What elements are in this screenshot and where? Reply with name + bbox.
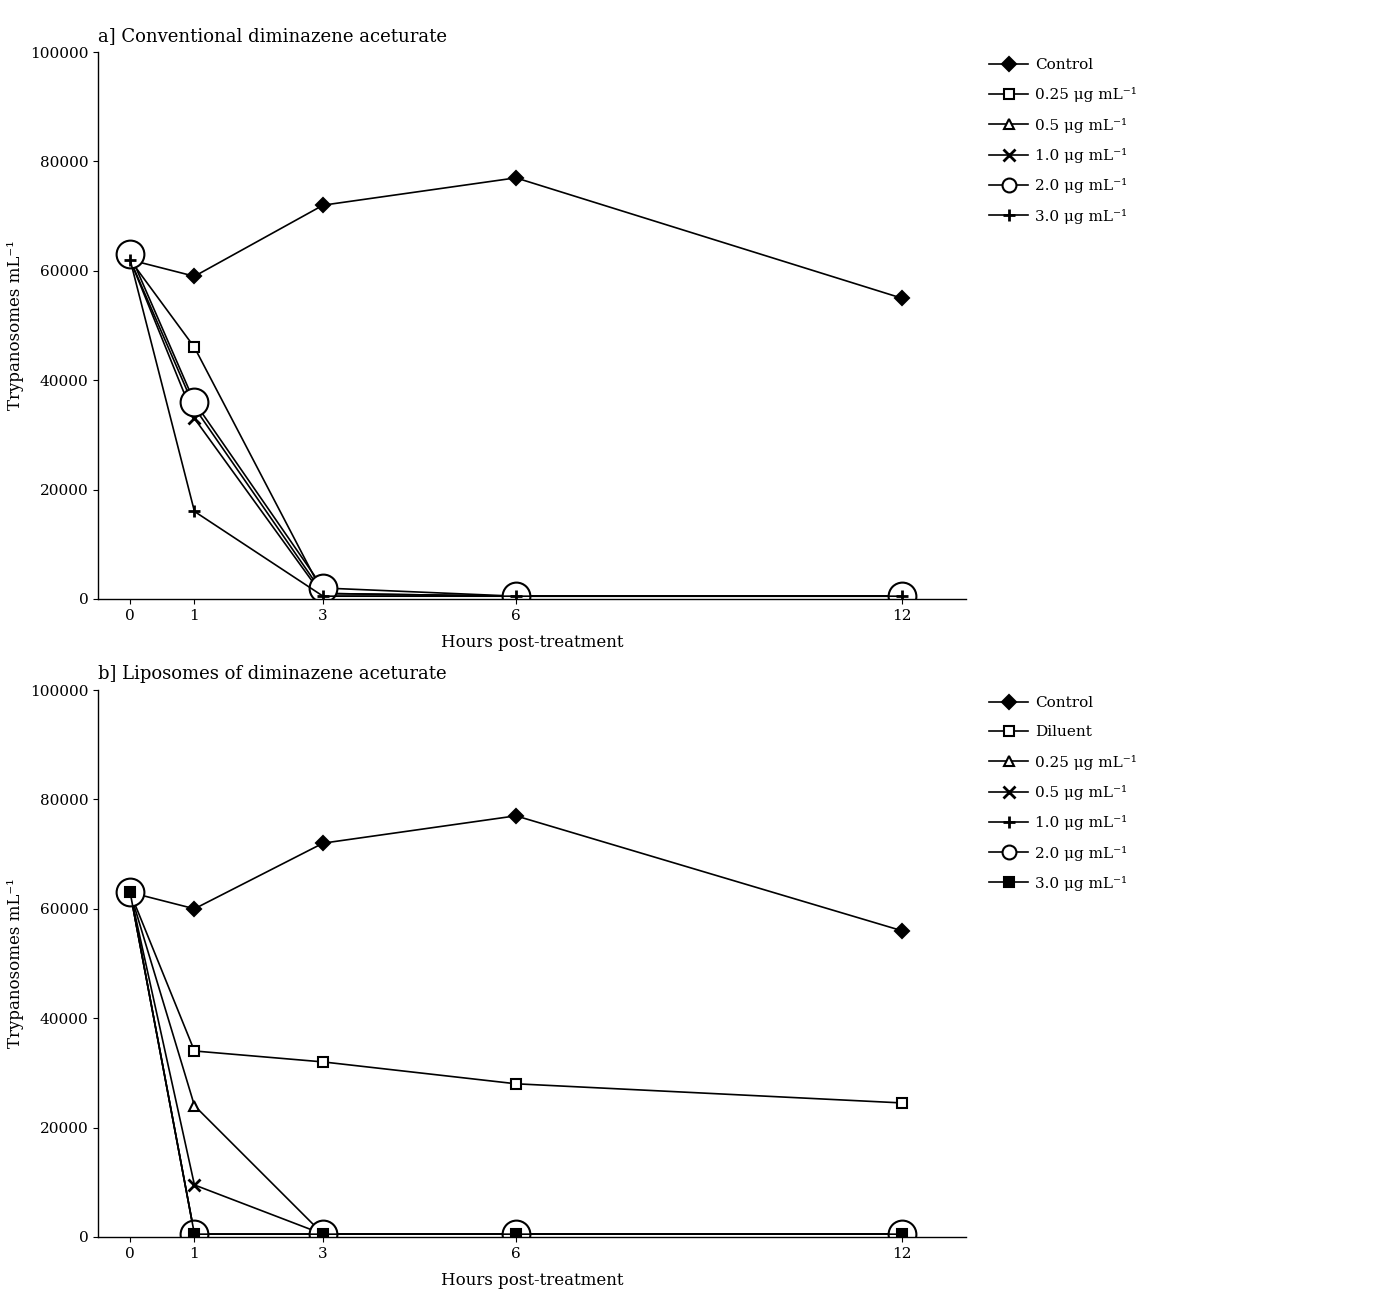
Legend: Control, 0.25 μg mL⁻¹, 0.5 μg mL⁻¹, 1.0 μg mL⁻¹, 2.0 μg mL⁻¹, 3.0 μg mL⁻¹: Control, 0.25 μg mL⁻¹, 0.5 μg mL⁻¹, 1.0 … [983,52,1144,229]
Legend: Control, Diluent, 0.25 μg mL⁻¹, 0.5 μg mL⁻¹, 1.0 μg mL⁻¹, 2.0 μg mL⁻¹, 3.0 μg mL: Control, Diluent, 0.25 μg mL⁻¹, 0.5 μg m… [983,690,1144,897]
Text: b] Liposomes of diminazene aceturate: b] Liposomes of diminazene aceturate [98,665,447,684]
X-axis label: Hours post-treatment: Hours post-treatment [441,634,623,651]
Y-axis label: Trypanosomes mL⁻¹: Trypanosomes mL⁻¹ [7,879,24,1048]
Y-axis label: Trypanosomes mL⁻¹: Trypanosomes mL⁻¹ [7,241,24,410]
Text: a] Conventional diminazene aceturate: a] Conventional diminazene aceturate [98,27,447,46]
X-axis label: Hours post-treatment: Hours post-treatment [441,1272,623,1289]
